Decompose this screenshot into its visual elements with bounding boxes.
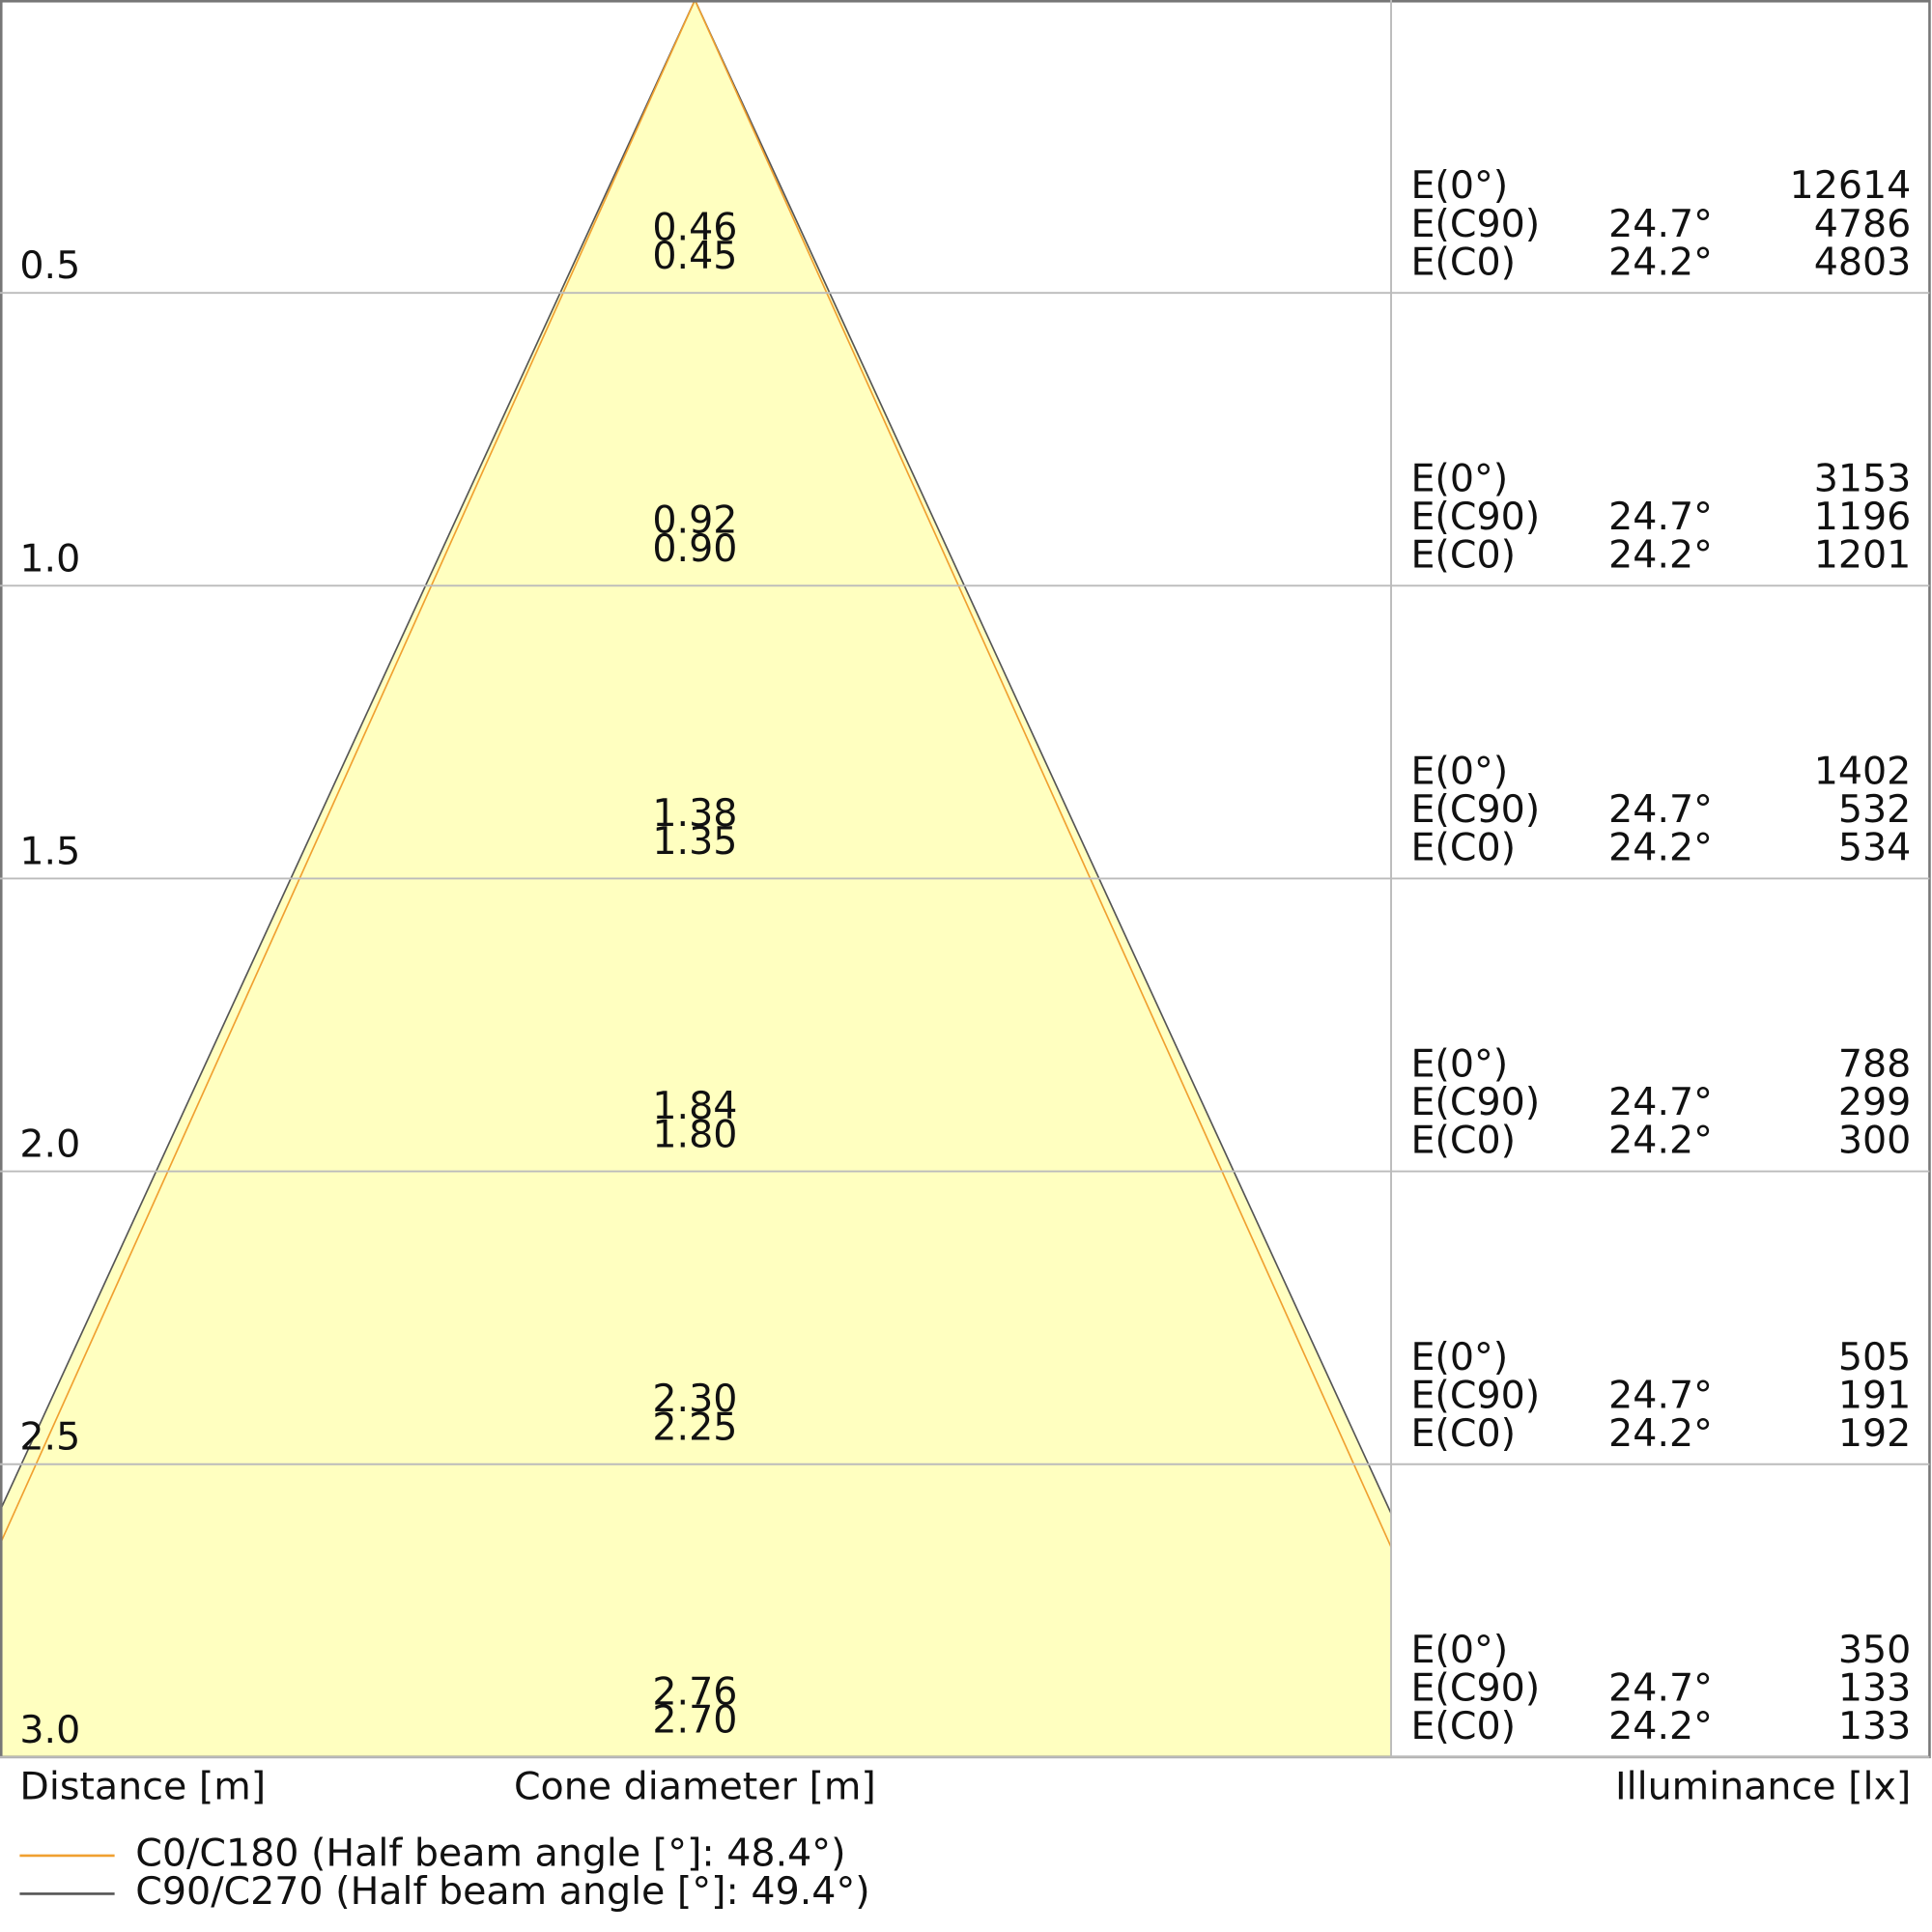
y-tick-label: 3.0	[19, 1708, 80, 1752]
illuminance-value: 4786	[1814, 202, 1912, 246]
legend-label: C90/C270 (Half beam angle [°]: 49.4°)	[135, 1869, 869, 1914]
y-tick-label: 2.0	[19, 1122, 80, 1167]
diameter-label: 2.25	[652, 1406, 737, 1450]
illuminance-value: 299	[1838, 1080, 1911, 1124]
illuminance-label: E(C90)	[1410, 1373, 1540, 1417]
illuminance-label: E(C0)	[1410, 532, 1516, 577]
illuminance-angle: 24.7°	[1608, 1080, 1713, 1124]
illuminance-label: E(C0)	[1410, 826, 1516, 870]
legend-label: C0/C180 (Half beam angle [°]: 48.4°)	[135, 1831, 845, 1875]
illuminance-label: E(C0)	[1410, 1704, 1516, 1748]
diameter-label: 1.80	[652, 1112, 737, 1156]
illuminance-label: E(0°)	[1410, 163, 1508, 208]
illuminance-value: 1201	[1814, 532, 1912, 577]
y-tick-label: 1.5	[19, 829, 80, 873]
illuminance-label: E(C90)	[1410, 495, 1540, 539]
y-tick-label: 2.5	[19, 1415, 80, 1460]
y-tick-label: 1.0	[19, 536, 80, 581]
diameter-label: 0.45	[652, 234, 737, 278]
illuminance-value: 300	[1838, 1119, 1911, 1163]
illuminance-value: 133	[1838, 1704, 1911, 1748]
illuminance-angle: 24.2°	[1608, 826, 1713, 870]
illuminance-angle: 24.2°	[1608, 1704, 1713, 1748]
illuminance-angle: 24.2°	[1608, 240, 1713, 284]
diameter-label: 2.76	[652, 1669, 737, 1714]
illuminance-label: E(0°)	[1410, 456, 1508, 500]
illuminance-label: E(C0)	[1410, 1119, 1516, 1163]
illuminance-value: 4803	[1814, 240, 1912, 284]
illuminance-value: 192	[1838, 1411, 1911, 1456]
illuminance-angle: 24.7°	[1608, 1665, 1713, 1710]
diameter-label: 2.70	[652, 1698, 737, 1743]
diameter-label: 1.35	[652, 819, 737, 864]
illuminance-label: E(C90)	[1410, 1665, 1540, 1710]
illuminance-value: 532	[1838, 787, 1911, 832]
illuminance-value: 191	[1838, 1373, 1911, 1417]
illuminance-label: E(C0)	[1410, 240, 1516, 284]
illuminance-value: 1196	[1814, 495, 1912, 539]
illuminance-value: 350	[1838, 1628, 1911, 1672]
illuminance-value: 534	[1838, 826, 1911, 870]
diameter-label: 1.38	[652, 791, 737, 836]
illuminance-label: E(C90)	[1410, 787, 1540, 832]
diameter-label: 0.92	[652, 498, 737, 543]
illuminance-angle: 24.2°	[1608, 1119, 1713, 1163]
illuminance-angle: 24.2°	[1608, 1411, 1713, 1456]
axis-label: Illuminance [lx]	[1615, 1765, 1911, 1809]
illuminance-value: 3153	[1814, 456, 1912, 500]
illuminance-label: E(0°)	[1410, 1628, 1508, 1672]
y-tick-label: 0.5	[19, 243, 80, 288]
illuminance-value: 133	[1838, 1665, 1911, 1710]
diameter-label: 0.90	[652, 526, 737, 571]
illuminance-label: E(0°)	[1410, 1042, 1508, 1087]
illuminance-angle: 24.2°	[1608, 532, 1713, 577]
diameter-label: 2.30	[652, 1377, 737, 1421]
illuminance-value: 12614	[1790, 163, 1912, 208]
illuminance-value: 1402	[1814, 750, 1912, 794]
illuminance-label: E(C0)	[1410, 1411, 1516, 1456]
illuminance-label: E(C90)	[1410, 1080, 1540, 1124]
illuminance-value: 505	[1838, 1335, 1911, 1379]
axis-label: Distance [m]	[19, 1765, 266, 1809]
axis-label: Cone diameter [m]	[514, 1765, 876, 1809]
diameter-label: 0.46	[652, 206, 737, 250]
illuminance-label: E(0°)	[1410, 1335, 1508, 1379]
illuminance-label: E(C90)	[1410, 202, 1540, 246]
illuminance-value: 788	[1838, 1042, 1911, 1087]
illuminance-angle: 24.7°	[1608, 495, 1713, 539]
illuminance-angle: 24.7°	[1608, 1373, 1713, 1417]
illuminance-label: E(0°)	[1410, 750, 1508, 794]
illuminance-angle: 24.7°	[1608, 202, 1713, 246]
diameter-label: 1.84	[652, 1084, 737, 1128]
illuminance-angle: 24.7°	[1608, 787, 1713, 832]
